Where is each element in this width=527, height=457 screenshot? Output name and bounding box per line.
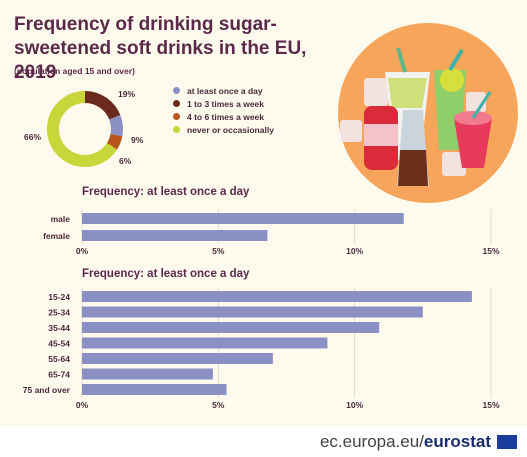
donut-chart [47,91,123,167]
tick-label: 5% [212,246,225,256]
pie-label: 19% [118,89,135,99]
category-label: 55-64 [48,354,70,364]
legend-item: 4 to 6 times a week [173,110,274,123]
bar [82,213,404,224]
legend: at least once a day 1 to 3 times a week … [173,84,274,136]
pie-label: 66% [24,132,41,142]
legend-item: at least once a day [173,84,274,97]
category-label: female [43,231,70,241]
legend-label: 1 to 3 times a week [187,98,265,109]
sex-chart-title: Frequency: at least once a day [82,186,250,198]
page-title: Frequency of drinking sugar-sweetened so… [14,14,307,83]
soft-drinks-illustration [338,23,518,203]
category-label: 15-24 [48,292,70,302]
sex-bar-chart: 0% 5% 10% 15% male female [43,209,500,256]
category-label: 75 and over [23,385,71,395]
age-bar-chart: 0% 5% 10% 15% 15-24 25-34 35-44 45-54 55-64 65-74… [23,287,500,410]
bar [82,384,227,395]
tick-label: 0% [76,246,89,256]
category-label: 45-54 [48,339,70,349]
legend-label: never or occasionally [187,124,274,135]
tick-label: 15% [482,400,499,410]
bar [82,230,268,241]
pie-slice [47,91,123,167]
tick-label: 15% [482,246,499,256]
footer-link[interactable]: ec.europa.eu/eurostat [320,432,491,452]
category-label: 25-34 [48,308,70,318]
pie-label: 6% [119,156,132,166]
legend-item: 1 to 3 times a week [173,97,274,110]
legend-item: never or occasionally [173,123,274,136]
pie-slice [47,91,123,167]
legend-label: 4 to 6 times a week [187,111,265,122]
footer-domain: ec.europa.eu/ [319,432,424,451]
legend-label: at least once a day [187,85,263,96]
bar [82,306,423,318]
bar [82,353,273,364]
pie-label: 9% [131,135,144,145]
legend-swatch [173,113,180,120]
age-chart-title: Frequency: at least once a day [82,268,250,280]
footer: ec.europa.eu/eurostat [0,426,527,457]
tick-label: 5% [212,400,225,410]
legend-swatch [173,87,180,94]
category-label: male [51,214,71,224]
bar [82,337,328,349]
bar [82,322,380,333]
eu-flag-icon [497,435,517,449]
category-label: 65-74 [48,370,70,380]
tick-label: 0% [76,400,89,410]
bar [82,368,213,380]
category-label: 35-44 [48,323,70,333]
legend-swatch [173,126,180,133]
page-subtitle: (population aged 15 and over) [14,66,135,76]
bar [82,291,472,302]
legend-swatch [173,100,180,107]
tick-label: 10% [346,246,363,256]
tick-label: 10% [346,400,363,410]
footer-brand: eurostat [423,432,491,451]
